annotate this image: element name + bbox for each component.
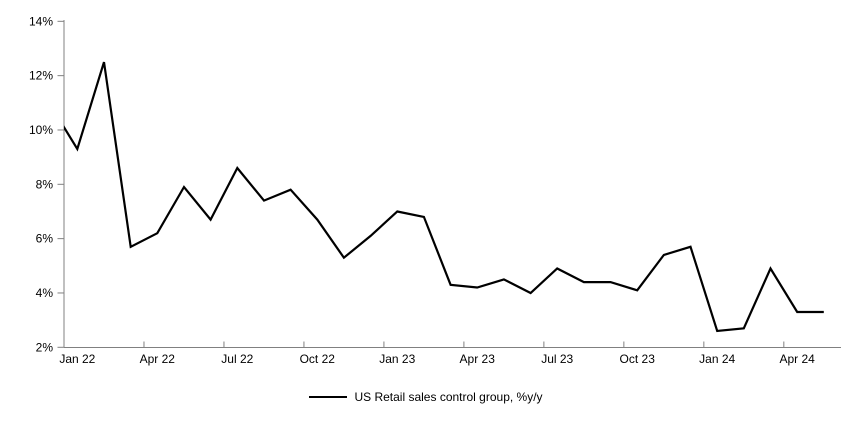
legend-line-swatch xyxy=(309,396,348,398)
series-line xyxy=(64,61,824,333)
x-tick-label: Oct 22 xyxy=(300,352,336,366)
x-tick-label: Jan 23 xyxy=(379,352,415,366)
chart-legend: US Retail sales control group, %y/y xyxy=(0,390,852,404)
y-tick-label: 12% xyxy=(29,69,53,83)
axes xyxy=(63,20,841,348)
x-tick-label: Jan 22 xyxy=(59,352,95,366)
x-tick-label: Apr 24 xyxy=(779,352,815,366)
y-tick-label: 6% xyxy=(36,232,54,246)
legend-label: US Retail sales control group, %y/y xyxy=(354,390,543,404)
x-tick-label: Jan 24 xyxy=(699,352,735,366)
x-tick-label: Jul 23 xyxy=(541,352,573,366)
y-tick-labels: 2% 4% 6% 8% 10% 12% 14% xyxy=(29,14,64,354)
y-tick-label: 8% xyxy=(36,177,54,191)
y-tick-label: 14% xyxy=(29,14,53,28)
x-tick-label: Apr 22 xyxy=(140,352,176,366)
y-tick-label: 10% xyxy=(29,123,53,137)
x-tick-label: Apr 23 xyxy=(460,352,496,366)
y-tick-label: 4% xyxy=(36,286,54,300)
x-tick-labels: Jan 22 Apr 22 Jul 22 Oct 22 Jan 23 Apr 23 Jul … xyxy=(59,341,815,366)
x-tick-label: Jul 22 xyxy=(221,352,253,366)
x-tick-label: Oct 23 xyxy=(620,352,656,366)
y-tick-label: 2% xyxy=(36,340,54,354)
